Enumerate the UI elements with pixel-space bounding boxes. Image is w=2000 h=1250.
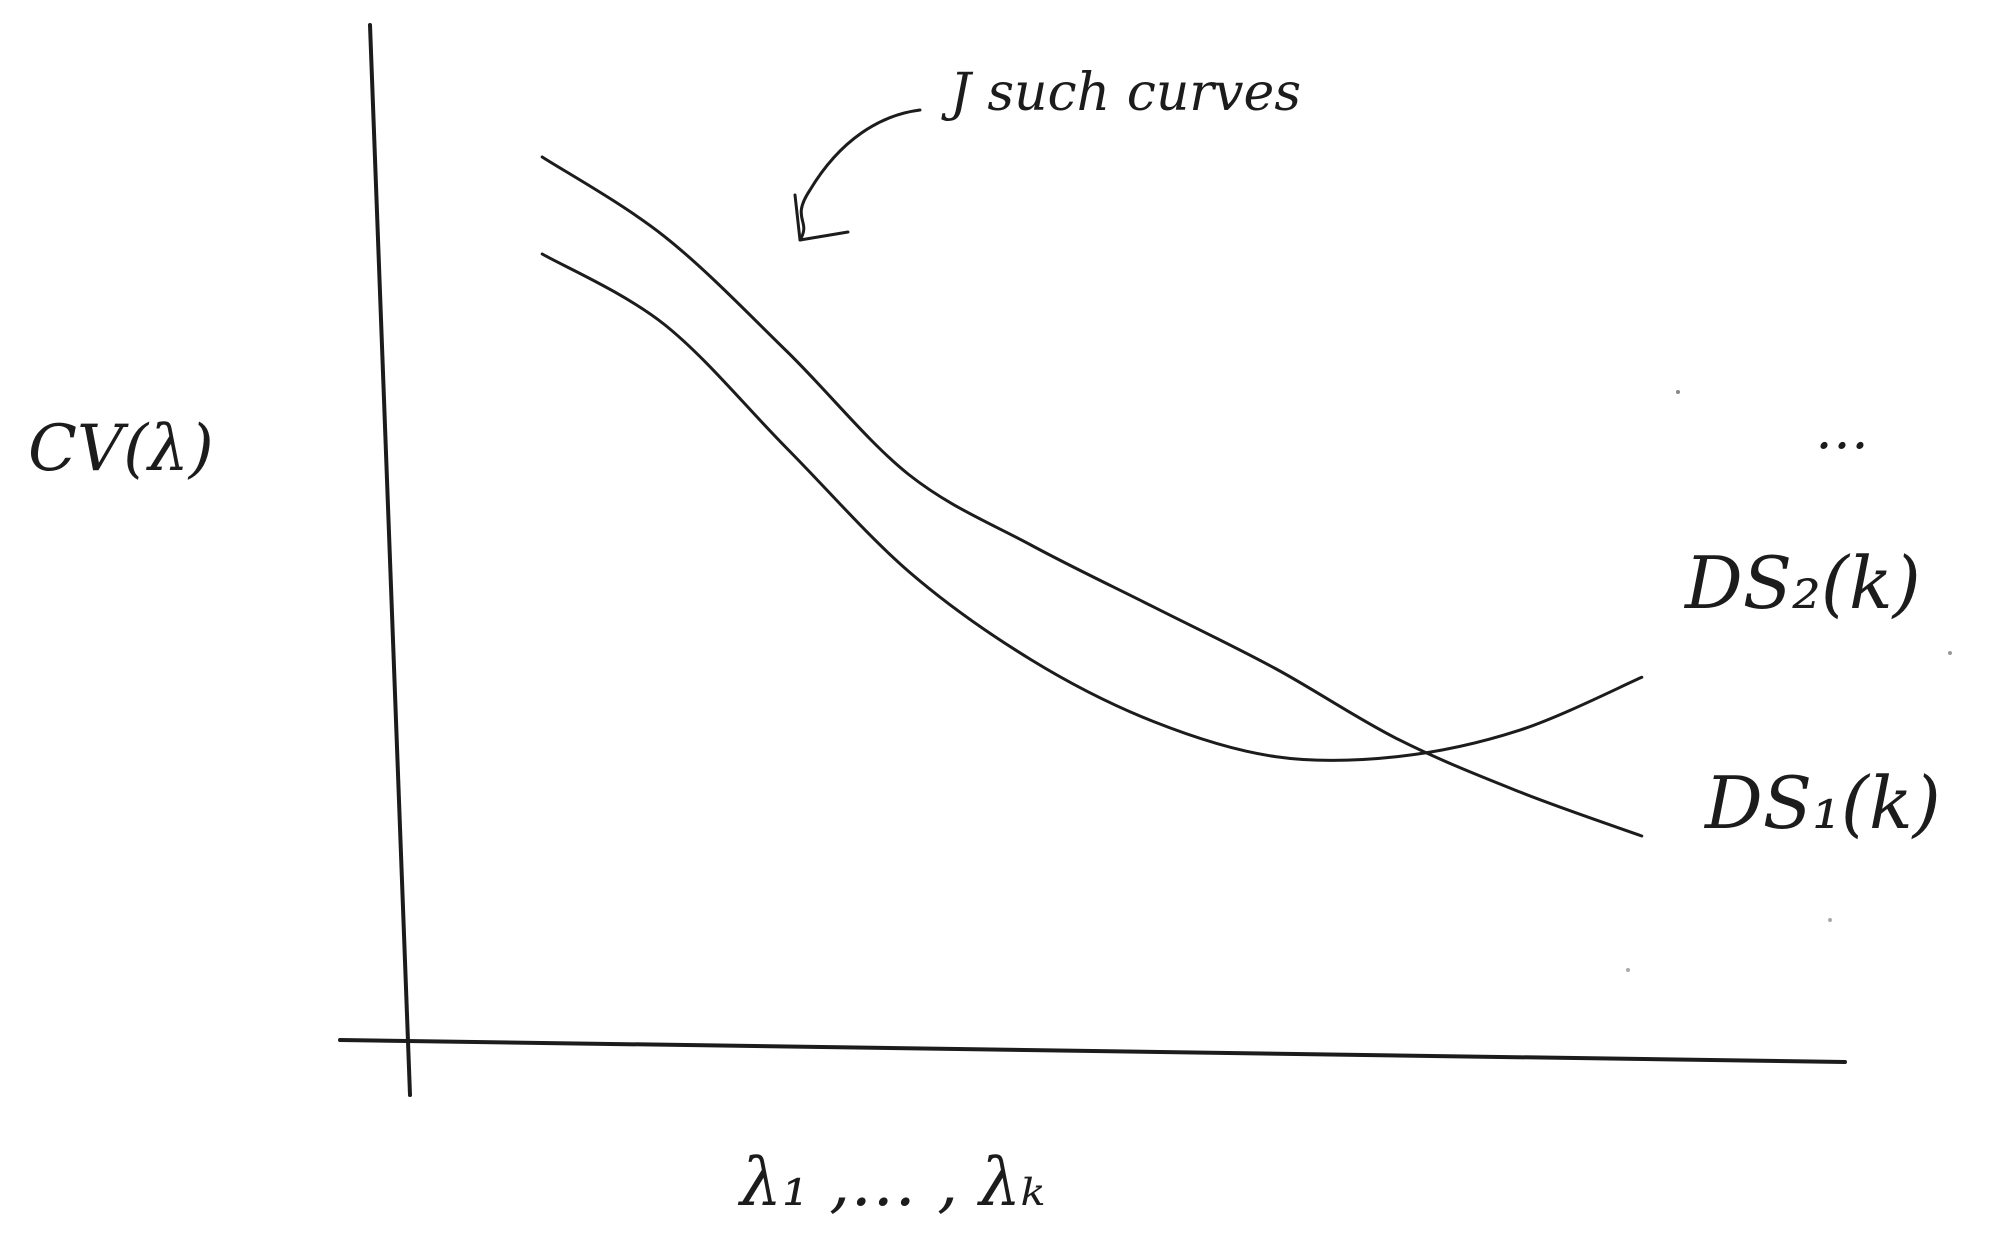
series-label-ds2: DS₂(k) (1683, 541, 1921, 625)
x-axis (338, 1038, 1847, 1064)
y-axis (368, 23, 412, 1097)
x-axis-label: λ₁ ,… , λₖ (737, 1144, 1045, 1221)
paper-speck (1828, 918, 1832, 922)
paper-speck (1626, 968, 1630, 972)
annotation-arrow (798, 108, 922, 242)
y-axis-label: CV(λ) (28, 412, 214, 486)
paper-speck (1948, 651, 1952, 655)
series-layer (540, 155, 1644, 838)
annotation-arrowhead (793, 193, 850, 242)
series-line-1 (540, 252, 1644, 762)
annotation-text: J such curves (941, 63, 1301, 123)
paper-speck (1676, 390, 1680, 394)
series-line-2 (540, 155, 1644, 838)
ellipsis-label: … (1815, 398, 1869, 461)
series-label-ds1: DS₁(k) (1703, 761, 1941, 845)
